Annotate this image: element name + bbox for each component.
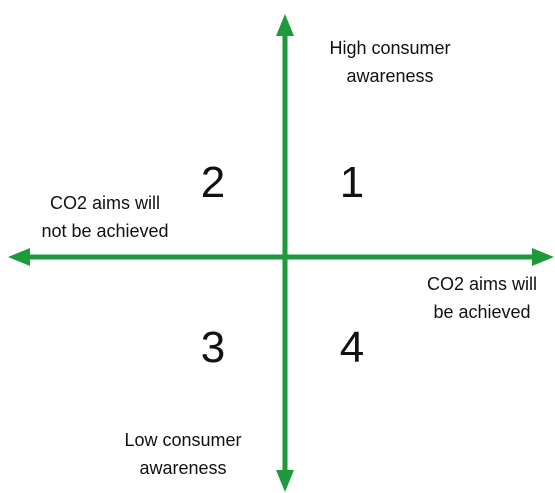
quadrant-number: 3 (201, 323, 225, 372)
axes (8, 14, 554, 492)
top-label: awareness (346, 66, 433, 86)
bottom-label: awareness (139, 458, 226, 478)
left-label: not be achieved (41, 221, 168, 241)
right-label: be achieved (433, 302, 530, 322)
left-label: CO2 aims will (50, 193, 160, 213)
arrow-left (8, 248, 30, 266)
arrow-right (532, 248, 554, 266)
top-label: High consumer (329, 38, 450, 58)
bottom-label: Low consumer (124, 430, 241, 450)
quadrant-number: 4 (340, 323, 364, 372)
arrow-down (276, 470, 294, 492)
quadrant-number: 1 (340, 158, 364, 207)
right-label: CO2 aims will (427, 274, 537, 294)
arrow-up (276, 14, 294, 36)
quadrant-number: 2 (201, 158, 225, 207)
